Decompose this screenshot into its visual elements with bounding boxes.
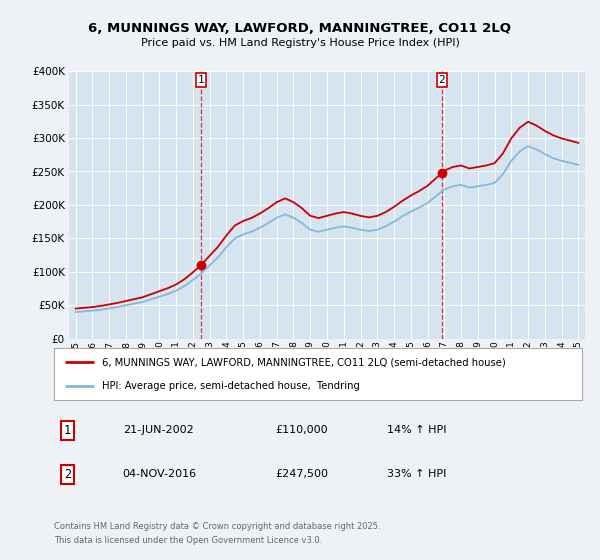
Text: £247,500: £247,500 — [276, 469, 329, 479]
Text: 2: 2 — [64, 468, 71, 481]
Text: 2: 2 — [438, 75, 445, 85]
Text: 6, MUNNINGS WAY, LAWFORD, MANNINGTREE, CO11 2LQ: 6, MUNNINGS WAY, LAWFORD, MANNINGTREE, C… — [89, 22, 511, 35]
Text: £110,000: £110,000 — [276, 426, 328, 435]
Text: 21-JUN-2002: 21-JUN-2002 — [122, 426, 193, 435]
Text: This data is licensed under the Open Government Licence v3.0.: This data is licensed under the Open Gov… — [54, 536, 322, 545]
Text: Contains HM Land Registry data © Crown copyright and database right 2025.: Contains HM Land Registry data © Crown c… — [54, 522, 380, 531]
Text: 1: 1 — [197, 75, 204, 85]
Text: 6, MUNNINGS WAY, LAWFORD, MANNINGTREE, CO11 2LQ (semi-detached house): 6, MUNNINGS WAY, LAWFORD, MANNINGTREE, C… — [101, 357, 505, 367]
Text: HPI: Average price, semi-detached house,  Tendring: HPI: Average price, semi-detached house,… — [101, 381, 359, 391]
Text: 1: 1 — [64, 424, 71, 437]
Text: 14% ↑ HPI: 14% ↑ HPI — [386, 426, 446, 435]
Text: Price paid vs. HM Land Registry's House Price Index (HPI): Price paid vs. HM Land Registry's House … — [140, 38, 460, 48]
Text: 04-NOV-2016: 04-NOV-2016 — [122, 469, 197, 479]
Text: 33% ↑ HPI: 33% ↑ HPI — [386, 469, 446, 479]
